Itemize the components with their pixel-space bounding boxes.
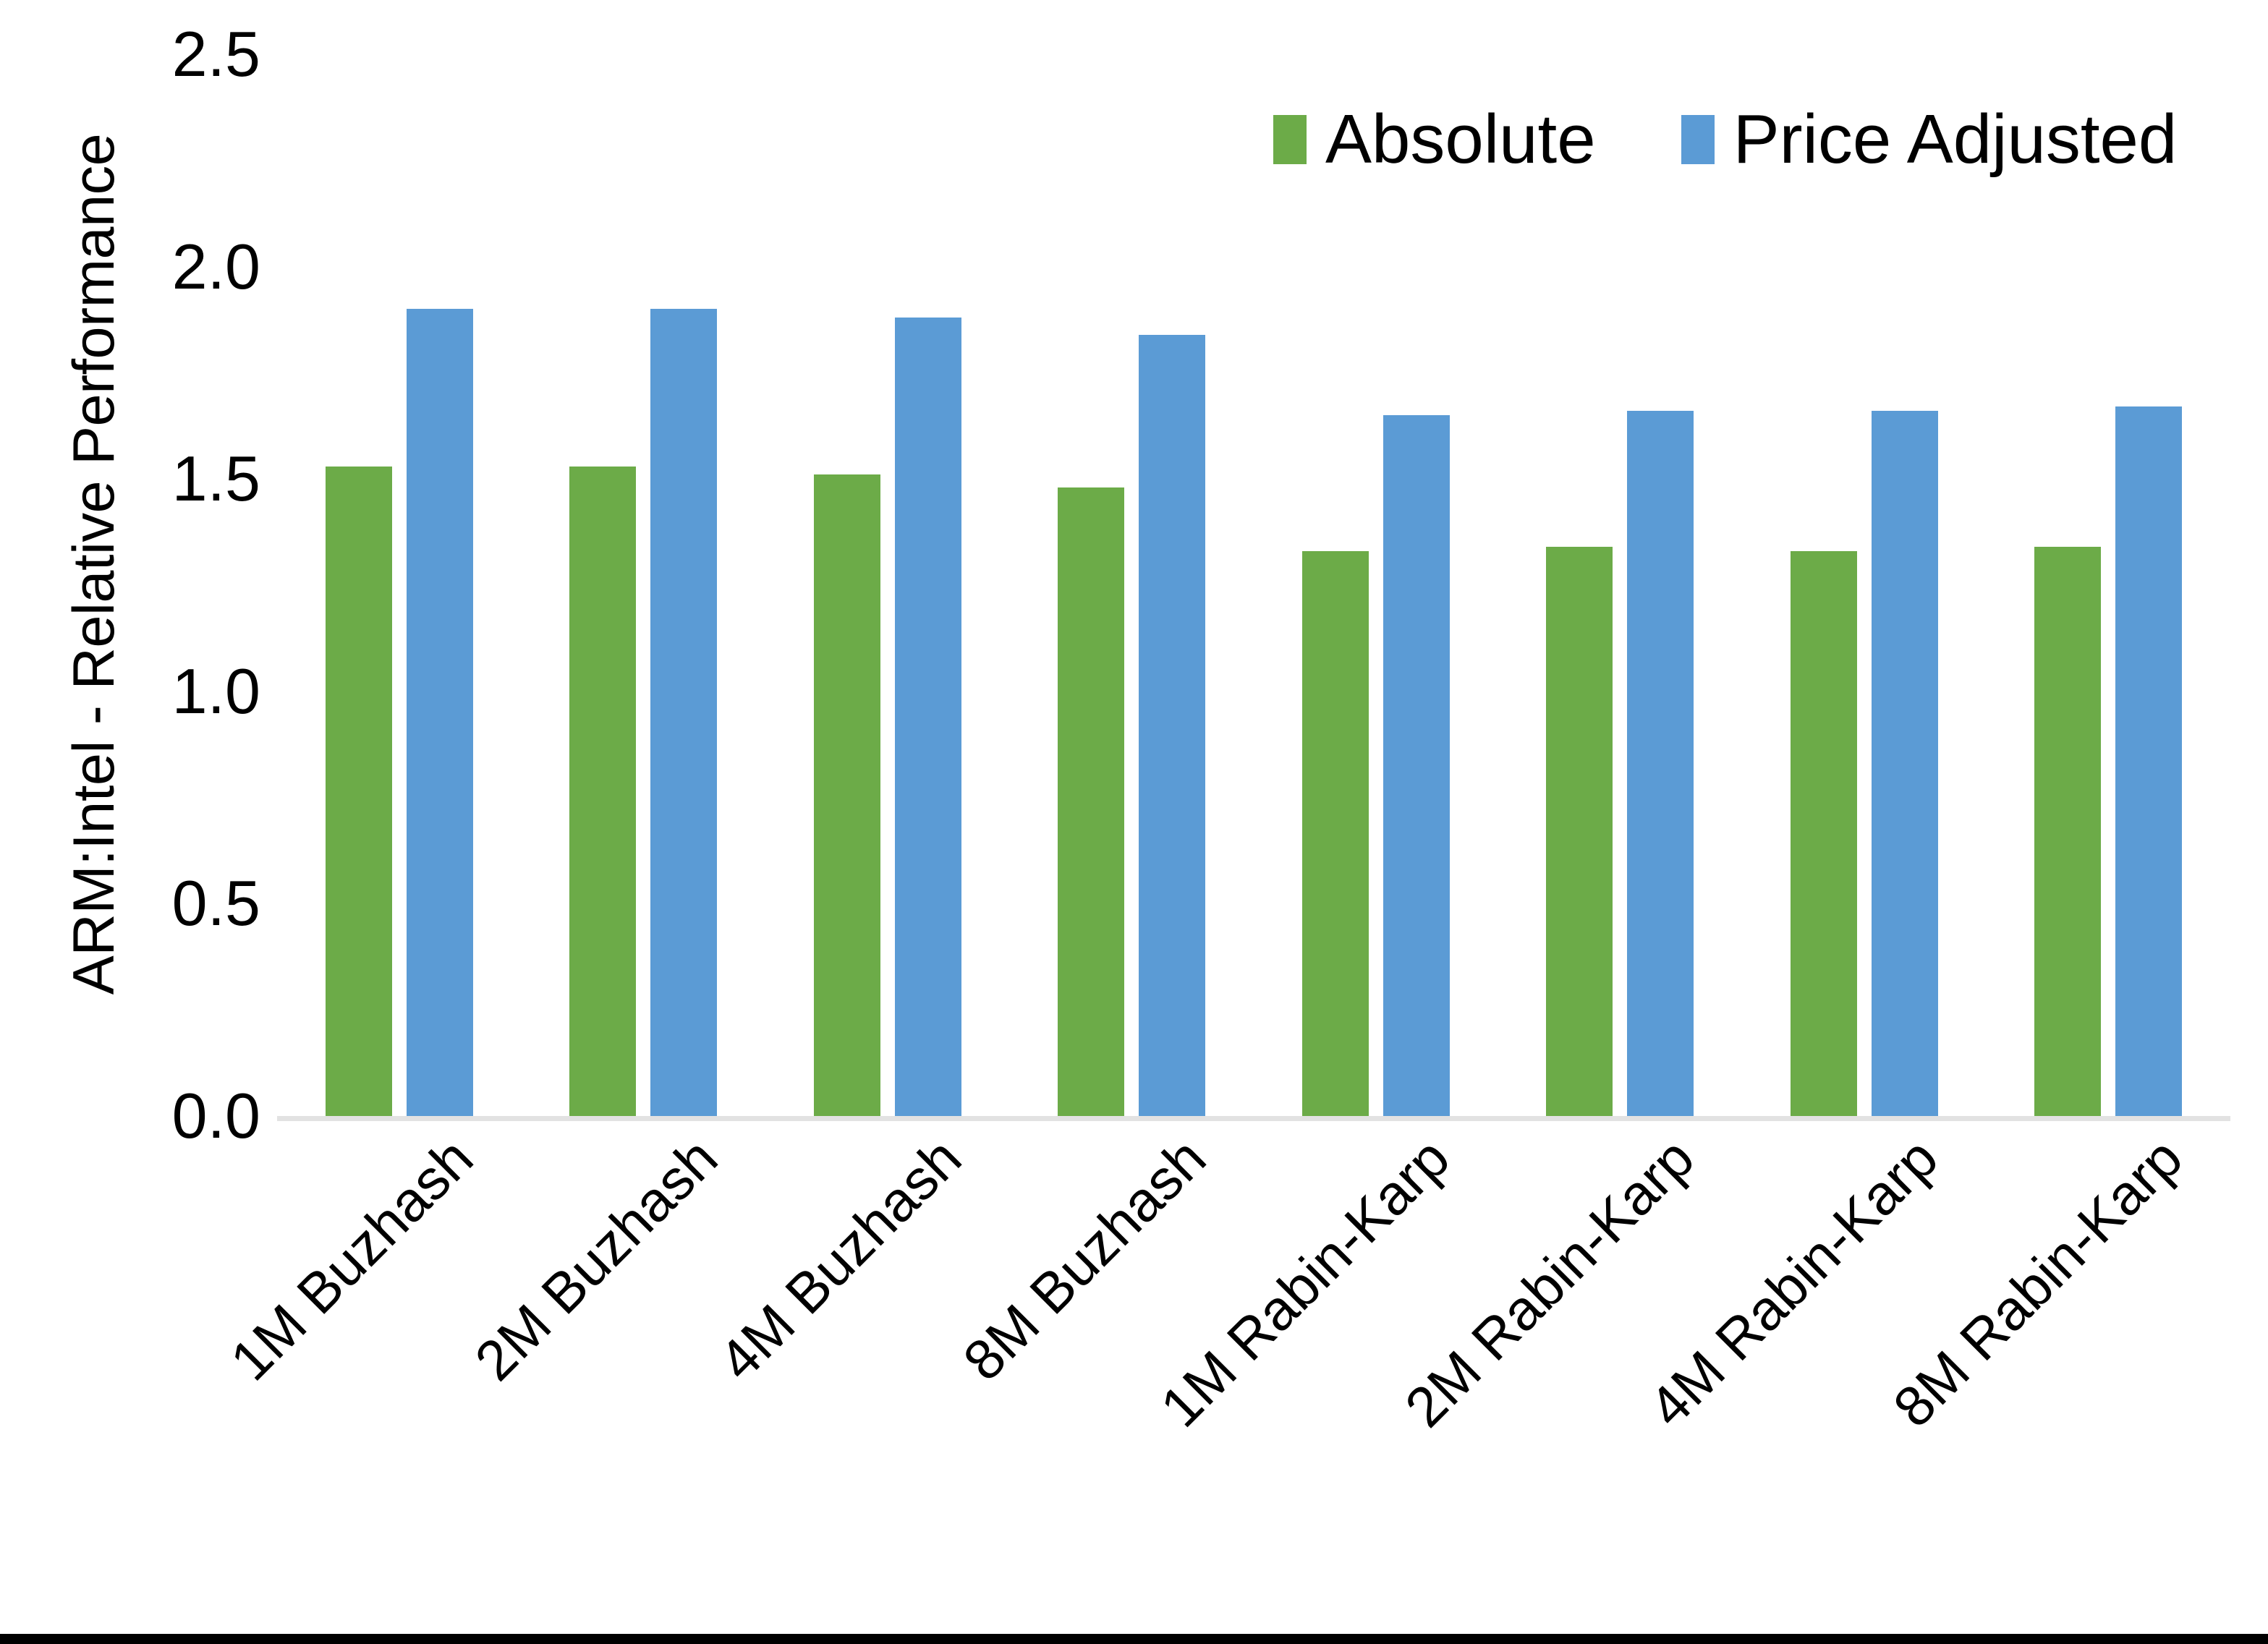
bar-price-adjusted	[1871, 411, 1938, 1116]
bar-group	[277, 29, 522, 1116]
legend-item-price-adjusted[interactable]: Price Adjusted	[1681, 100, 2178, 179]
legend-label: Absolute	[1325, 101, 1596, 178]
bar-group	[765, 29, 1010, 1116]
bar-group	[522, 29, 766, 1116]
bar-absolute	[1546, 547, 1613, 1116]
legend-swatch-icon	[1681, 115, 1715, 164]
bar-absolute	[2034, 547, 2102, 1116]
bar-group	[1498, 29, 1743, 1116]
bar-absolute	[1058, 487, 1125, 1116]
y-tick-label: 1.0	[171, 655, 260, 727]
bar-absolute	[1301, 551, 1369, 1116]
chart-legend: Absolute Price Adjusted	[1273, 100, 2177, 179]
y-axis-ticks: 2.5 2.0 1.5 1.0 0.5 0.0	[94, 0, 260, 1634]
bar-absolute	[569, 466, 637, 1116]
bar-price-adjusted	[1139, 334, 1206, 1116]
bar-price-adjusted	[1383, 415, 1450, 1116]
y-tick-label: 2.0	[171, 230, 260, 302]
legend-item-absolute[interactable]: Absolute	[1273, 100, 1596, 179]
legend-label: Price Adjusted	[1733, 101, 2178, 178]
bar-group	[1742, 29, 1987, 1116]
y-tick-label: 0.5	[171, 867, 260, 940]
bar-absolute	[325, 466, 392, 1116]
plot-area	[277, 29, 2230, 1116]
bar-group	[1987, 29, 2231, 1116]
x-tick-label: 4M Buzhash	[706, 1125, 974, 1393]
x-tick-label: 8M Buzhash	[951, 1125, 1218, 1393]
category-axis-line	[277, 1116, 2230, 1121]
bar-price-adjusted	[894, 318, 961, 1116]
x-tick-label: 2M Buzhash	[462, 1125, 729, 1393]
bar-group	[1010, 29, 1254, 1116]
bar-absolute	[813, 474, 880, 1116]
bar-price-adjusted	[1627, 411, 1694, 1116]
bar-price-adjusted	[2115, 406, 2183, 1116]
y-tick-label: 2.5	[171, 18, 260, 90]
bar-price-adjusted	[406, 309, 473, 1116]
y-tick-label: 1.5	[171, 443, 260, 515]
bar-group	[1254, 29, 1498, 1116]
bar-absolute	[1790, 551, 1857, 1116]
y-tick-label: 0.0	[171, 1080, 260, 1151]
x-axis-labels: 1M Buzhash 2M Buzhash 4M Buzhash 8M Buzhash…	[218, 1125, 2230, 1634]
legend-swatch-icon	[1273, 115, 1307, 164]
bar-price-adjusted	[650, 309, 718, 1116]
